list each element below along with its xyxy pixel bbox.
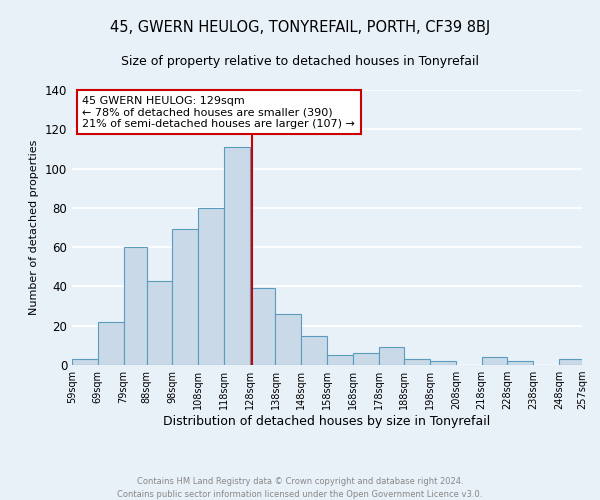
Bar (559, 359, 582, 365)
Bar (250, 288, 275, 365)
Bar (353, 353, 379, 365)
Text: Contains HM Land Registry data © Crown copyright and database right 2024.: Contains HM Land Registry data © Crown c… (137, 478, 463, 486)
Text: Size of property relative to detached houses in Tonyrefail: Size of property relative to detached ho… (121, 55, 479, 68)
Bar (72, 359, 98, 365)
Text: 45, GWERN HEULOG, TONYREFAIL, PORTH, CF39 8BJ: 45, GWERN HEULOG, TONYREFAIL, PORTH, CF3… (110, 20, 490, 35)
Bar (379, 348, 404, 365)
X-axis label: Distribution of detached houses by size in Tonyrefail: Distribution of detached houses by size … (163, 415, 491, 428)
Text: 45 GWERN HEULOG: 129sqm
← 78% of detached houses are smaller (390)
21% of semi-d: 45 GWERN HEULOG: 129sqm ← 78% of detache… (82, 96, 355, 128)
Bar (198, 208, 224, 365)
Bar (124, 247, 146, 365)
Bar (301, 336, 327, 365)
Bar (172, 230, 198, 365)
Bar (404, 359, 430, 365)
Bar (482, 357, 508, 365)
Bar (224, 147, 250, 365)
Bar (508, 361, 533, 365)
Bar (98, 322, 124, 365)
Y-axis label: Number of detached properties: Number of detached properties (29, 140, 39, 315)
Bar (430, 361, 456, 365)
Bar (275, 314, 301, 365)
Bar (146, 280, 172, 365)
Text: Contains public sector information licensed under the Open Government Licence v3: Contains public sector information licen… (118, 490, 482, 499)
Bar (327, 355, 353, 365)
